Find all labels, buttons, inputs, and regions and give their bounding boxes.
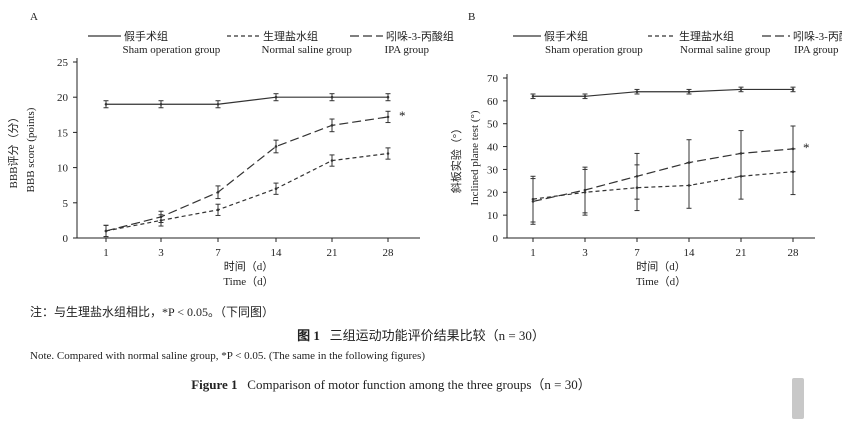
data-point (330, 159, 334, 162)
data-point (274, 95, 278, 99)
caption-en: Figure 1 Comparison of motor function am… (0, 374, 812, 393)
x-tick-label: 21 (327, 247, 338, 259)
footnote-cn: 注：与生理盐水组相比，*P < 0.05。（下同图） (30, 305, 274, 319)
data-point (386, 95, 390, 99)
panel-label: B (468, 11, 475, 23)
data-point (531, 94, 535, 98)
data-point (216, 102, 220, 106)
data-point (274, 145, 278, 148)
legend-label-cn: 生理盐水组 (263, 29, 318, 43)
data-point (330, 95, 334, 99)
legend-label-cn: 假手术组 (124, 29, 168, 43)
legend-label-en: IPA group (794, 44, 839, 56)
y-tick-label: 5 (63, 198, 69, 210)
data-point (216, 208, 220, 212)
x-tick-label: 21 (736, 247, 747, 259)
y-tick-label: 20 (57, 92, 69, 104)
y-tick-label: 0 (493, 233, 499, 245)
x-axis-title-en: Time（d） (223, 275, 273, 288)
legend-label-en: Normal saline group (680, 44, 771, 56)
legend-label-cn: 生理盐水组 (679, 29, 734, 43)
caption-cn-number: 图 1 (297, 328, 320, 343)
y-tick-label: 10 (487, 210, 499, 222)
data-point (635, 90, 639, 94)
x-tick-label: 3 (582, 247, 588, 259)
data-point (216, 190, 220, 194)
x-tick-label: 28 (383, 247, 395, 259)
data-point (583, 188, 587, 192)
x-axis-title-cn: 时间（d） (224, 260, 274, 273)
data-point (159, 215, 163, 219)
scrollbar-thumb[interactable] (792, 378, 804, 419)
caption-cn: 图 1 三组运动功能评价结果比较（n = 30） (0, 325, 842, 344)
x-tick-label: 14 (271, 247, 283, 259)
data-point (583, 94, 587, 98)
x-tick-label: 1 (103, 247, 109, 259)
y-axis-title-cn: 斜板实验（°） (449, 123, 463, 193)
y-tick-label: 15 (57, 127, 69, 139)
data-point (531, 200, 535, 203)
caption-en-text: Comparison of motor function among the t… (247, 377, 591, 392)
x-axis-title-en: Time（d） (636, 275, 686, 288)
y-tick-label: 60 (487, 96, 499, 108)
y-tick-label: 30 (487, 164, 499, 176)
y-axis-title-cn: BBB评分（分） (7, 111, 20, 188)
caption-en-number: Figure 1 (191, 377, 238, 392)
y-tick-label: 70 (487, 73, 499, 85)
data-point (635, 174, 639, 178)
legend-label-en: Normal saline group (262, 44, 353, 56)
data-point (386, 115, 390, 119)
y-tick-label: 40 (487, 142, 499, 154)
x-tick-label: 28 (788, 247, 800, 259)
panel-label: A (30, 11, 38, 23)
legend-label-en: IPA group (385, 44, 430, 56)
y-tick-label: 20 (487, 187, 499, 199)
legend-label-cn: 假手术组 (544, 29, 588, 43)
series-line (105, 116, 389, 232)
data-point (274, 187, 278, 191)
y-axis-title-en: BBB score (points) (25, 107, 37, 192)
x-tick-label: 1 (530, 247, 536, 259)
legend-label-en: Sham operation group (545, 44, 643, 56)
data-point (159, 102, 163, 106)
data-point (687, 161, 691, 164)
data-point (104, 229, 108, 233)
data-point (791, 88, 795, 91)
series-line (533, 88, 793, 97)
caption-cn-text: 三组运动功能评价结果比较（n = 30） (329, 328, 545, 343)
series-line (532, 148, 794, 203)
data-point (330, 124, 334, 127)
y-axis-title-en: Inclined plane test (°) (469, 110, 481, 205)
x-tick-label: 3 (158, 247, 164, 259)
significance-marker: * (803, 140, 810, 155)
series-line (105, 152, 389, 232)
data-point (687, 90, 691, 94)
x-tick-label: 14 (684, 247, 696, 259)
significance-marker: * (399, 108, 406, 123)
legend-label-cn: 吲哚-3-丙酸组 (793, 29, 842, 43)
data-point (791, 147, 795, 151)
data-point (739, 152, 743, 155)
y-tick-label: 10 (57, 163, 69, 175)
series-line (532, 171, 794, 200)
data-point (104, 102, 108, 106)
y-tick-label: 25 (57, 57, 69, 69)
y-tick-label: 50 (487, 119, 499, 131)
x-axis-title-cn: 时间（d） (636, 260, 686, 273)
data-point (386, 152, 390, 155)
footnote-en: Note. Compared with normal saline group,… (30, 350, 425, 362)
x-tick-label: 7 (634, 247, 640, 259)
legend-label-en: Sham operation group (123, 44, 221, 56)
x-tick-label: 7 (215, 247, 221, 259)
series-line (106, 96, 388, 105)
data-point (739, 88, 743, 91)
y-tick-label: 0 (63, 233, 69, 245)
legend-label-cn: 吲哚-3-丙酸组 (386, 29, 454, 43)
